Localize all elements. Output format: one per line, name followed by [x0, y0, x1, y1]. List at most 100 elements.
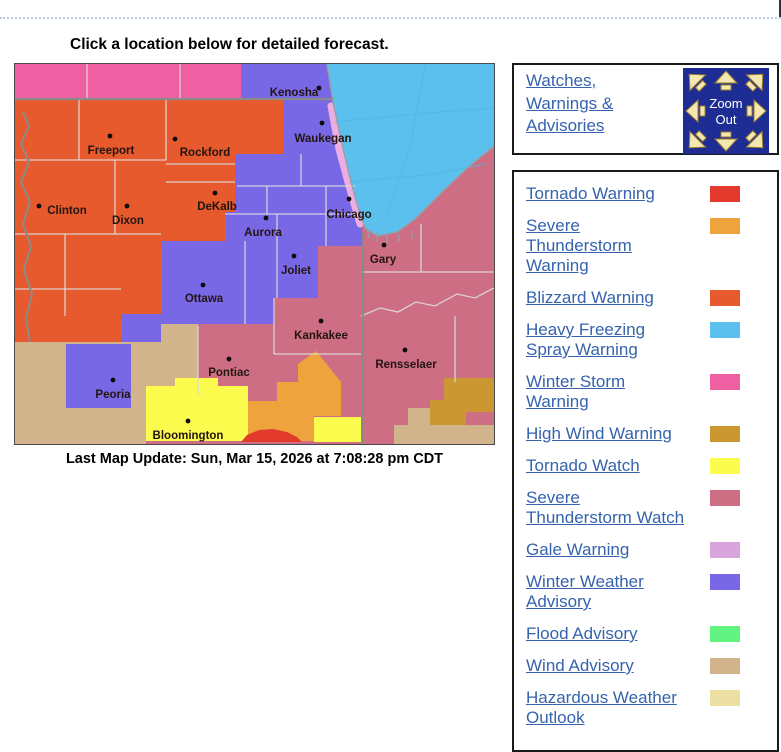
- city-dekalb[interactable]: DeKalb: [197, 190, 237, 213]
- city-label[interactable]: Peoria: [95, 389, 131, 401]
- city-rockford[interactable]: Rockford: [172, 136, 231, 159]
- state-boundary-lines: [15, 97, 365, 444]
- city-label[interactable]: Rockford: [180, 147, 230, 159]
- city-freeport[interactable]: Freeport: [88, 133, 135, 157]
- city-dot: [185, 418, 191, 424]
- city-dot: [263, 215, 269, 221]
- map-region-wind-advisory-southeast-2[interactable]: [408, 408, 430, 425]
- legend-link-severe_thunderstorm_watch[interactable]: Severe Thunderstorm Watch: [526, 488, 685, 527]
- city-ottawa[interactable]: Ottawa: [185, 282, 224, 305]
- city-dot: [36, 203, 42, 209]
- legend-swatch-winter_weather_advisory: [710, 574, 740, 590]
- map-region-winter-weather-advisory-bridge[interactable]: [121, 314, 161, 342]
- legend-link-severe_thunderstorm_warning[interactable]: Severe Thunderstorm Warning: [526, 216, 632, 275]
- city-dot: [402, 347, 408, 353]
- city-label[interactable]: Dixon: [112, 215, 144, 227]
- watches-link-line[interactable]: Watches,: [526, 71, 597, 90]
- city-label[interactable]: Kenosha: [270, 87, 319, 99]
- legend-swatch-heavy_freezing_spray_warning: [710, 322, 740, 338]
- legend-swatch-severe_thunderstorm_warning: [710, 218, 740, 234]
- city-kankakee[interactable]: Kankakee: [294, 318, 348, 342]
- watches-warnings-advisories-link[interactable]: Watches, Warnings & Advisories: [526, 70, 676, 138]
- page-title: Click a location below for detailed fore…: [70, 36, 389, 53]
- map-region-high-wind-warning-region[interactable]: [430, 378, 494, 426]
- legend-item-gale_warning: Gale Warning: [526, 540, 740, 560]
- right-panel: Watches, Warnings & Advisories Zoom Out Tor…: [512, 63, 779, 752]
- city-chicago[interactable]: Chicago: [326, 196, 372, 221]
- map-region-winter-weather-advisory-main[interactable]: [161, 99, 363, 324]
- legend-swatch-wind_advisory: [710, 658, 740, 674]
- zoom-arrow-north-icon[interactable]: [713, 70, 739, 91]
- watches-link-line[interactable]: Warnings &: [526, 93, 614, 113]
- city-pontiac[interactable]: Pontiac: [208, 356, 250, 379]
- city-label[interactable]: Kankakee: [294, 330, 348, 342]
- legend-link-wind_advisory[interactable]: Wind Advisory: [526, 656, 634, 675]
- legend-swatch-hazardous_weather_outlook: [710, 690, 740, 706]
- city-label[interactable]: Bloomington: [153, 430, 224, 442]
- zoom-arrow-southeast-icon[interactable]: [742, 127, 769, 154]
- map-region-kenosha-county-advisory[interactable]: [241, 64, 332, 99]
- city-label[interactable]: Waukegan: [294, 133, 351, 145]
- legend-link-tornado_watch[interactable]: Tornado Watch: [526, 456, 640, 475]
- legend-item-winter_weather_advisory: Winter Weather Advisory: [526, 572, 740, 612]
- legend-item-tornado_warning: Tornado Warning: [526, 184, 740, 204]
- city-label[interactable]: DeKalb: [197, 201, 237, 213]
- legend-item-severe_thunderstorm_warning: Severe Thunderstorm Warning: [526, 216, 740, 276]
- map-region-severe-tstorm-warning-wedge[interactable]: [248, 351, 341, 441]
- legend-link-heavy_freezing_spray_warning[interactable]: Heavy Freezing Spray Warning: [526, 320, 646, 359]
- city-waukegan[interactable]: Waukegan: [294, 120, 352, 145]
- city-label[interactable]: Pontiac: [208, 367, 250, 379]
- map-region-tornado-warning-blob[interactable]: [241, 429, 302, 442]
- map-region-peoria-county-advisory[interactable]: [66, 344, 131, 408]
- lake-shoreline: [326, 64, 494, 237]
- city-joliet[interactable]: Joliet: [281, 253, 311, 277]
- city-label[interactable]: Freeport: [88, 145, 135, 157]
- zoom-out-label[interactable]: Zoom Out: [709, 96, 742, 127]
- map-region-wind-advisory-southeast[interactable]: [394, 425, 494, 444]
- legend-swatch-severe_thunderstorm_watch: [710, 490, 740, 506]
- zoom-arrow-south-icon[interactable]: [713, 131, 739, 152]
- city-gary[interactable]: Gary: [370, 242, 397, 266]
- city-dixon[interactable]: Dixon: [112, 203, 144, 227]
- map-region-tornado-watch-stateline[interactable]: [314, 417, 361, 442]
- city-dot: [316, 85, 322, 91]
- city-peoria[interactable]: Peoria: [95, 377, 131, 401]
- top-right-border: [779, 0, 781, 17]
- zoom-arrow-east-icon[interactable]: [746, 98, 767, 124]
- legend-link-blizzard_warning[interactable]: Blizzard Warning: [526, 288, 654, 307]
- legend-link-hazardous_weather_outlook[interactable]: Hazardous Weather Outlook: [526, 688, 677, 727]
- city-label[interactable]: Aurora: [244, 227, 282, 239]
- legend-link-winter_weather_advisory[interactable]: Winter Weather Advisory: [526, 572, 644, 611]
- zoom-out-button[interactable]: Zoom Out: [683, 68, 769, 154]
- zoom-arrow-southwest-icon[interactable]: [683, 127, 710, 154]
- map-region-blizzard-lake-county[interactable]: [241, 99, 284, 154]
- zoom-arrow-west-icon[interactable]: [685, 98, 706, 124]
- zoom-arrow-northwest-icon[interactable]: [683, 68, 710, 95]
- city-label[interactable]: Chicago: [326, 209, 371, 221]
- city-clinton[interactable]: Clinton: [36, 203, 87, 217]
- city-dot: [291, 253, 297, 259]
- city-rensselaer[interactable]: Rensselaer: [375, 347, 437, 371]
- city-aurora[interactable]: Aurora: [244, 215, 282, 239]
- legend-link-gale_warning[interactable]: Gale Warning: [526, 540, 630, 559]
- legend-link-flood_advisory[interactable]: Flood Advisory: [526, 624, 638, 643]
- legend-link-high_wind_warning[interactable]: High Wind Warning: [526, 424, 672, 443]
- city-bloomington[interactable]: Bloomington: [153, 418, 224, 442]
- legend-link-winter_storm_warning[interactable]: Winter Storm Warning: [526, 372, 626, 411]
- city-label[interactable]: Rensselaer: [375, 359, 437, 371]
- legend-link-tornado_warning[interactable]: Tornado Warning: [526, 184, 655, 203]
- watches-link-line[interactable]: Advisories: [526, 116, 605, 136]
- city-kenosha[interactable]: Kenosha: [270, 85, 322, 99]
- forecast-map-svg[interactable]: Kenosha Waukegan Freeport Rockford Clinton Di…: [15, 64, 494, 444]
- map-region-winter-storm-warning-strip[interactable]: [15, 64, 241, 99]
- legend-item-heavy_freezing_spray_warning: Heavy Freezing Spray Warning: [526, 320, 740, 360]
- map-region-gale-warning-strip[interactable]: [327, 102, 364, 228]
- city-label[interactable]: Gary: [370, 254, 397, 266]
- map-region-lake-michigan-freezing-spray[interactable]: [327, 64, 494, 236]
- forecast-map[interactable]: Kenosha Waukegan Freeport Rockford Clinton Di…: [14, 63, 495, 445]
- city-label[interactable]: Joliet: [281, 265, 311, 277]
- city-label[interactable]: Ottawa: [185, 293, 224, 305]
- city-label[interactable]: Clinton: [47, 205, 87, 217]
- zoom-arrow-northeast-icon[interactable]: [742, 68, 769, 95]
- map-region-tornado-watch-bloomington[interactable]: [146, 378, 248, 441]
